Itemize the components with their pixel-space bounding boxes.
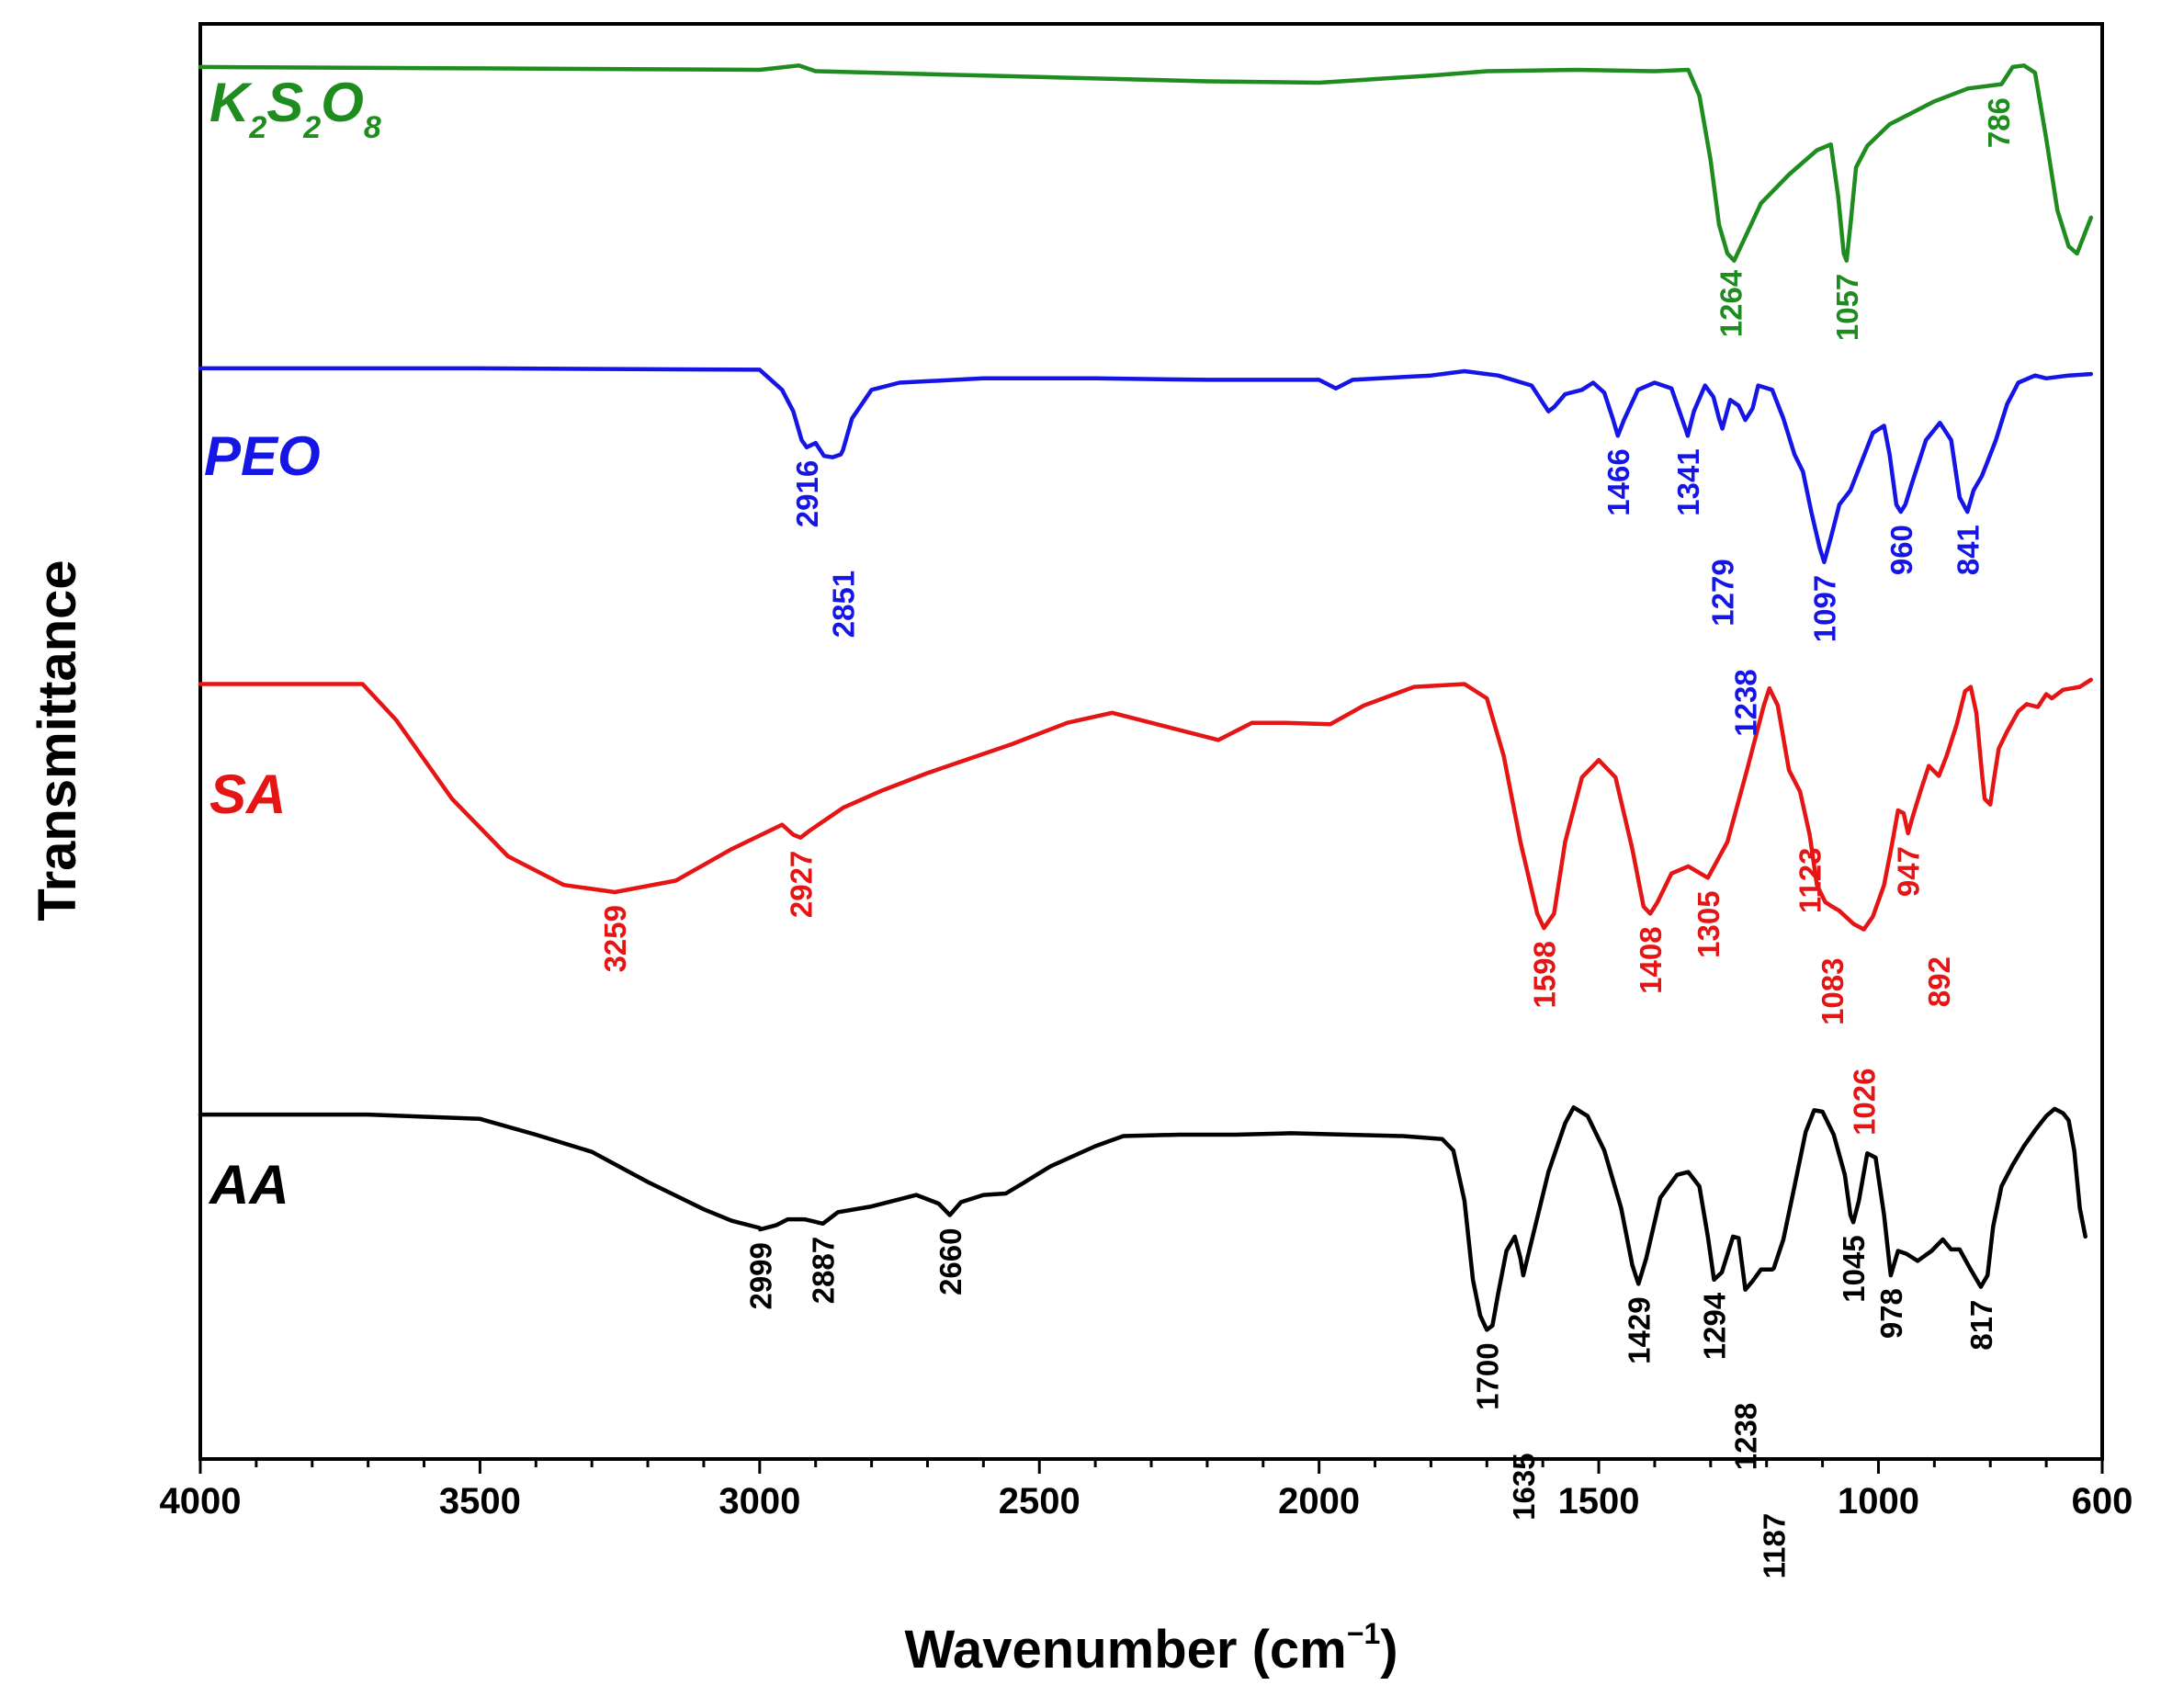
- x-tick-label: 3000: [718, 1481, 800, 1521]
- x-axis-title-close: ): [1380, 1620, 1397, 1680]
- x-tick-label: 2500: [999, 1481, 1080, 1521]
- series-layer: [198, 63, 2094, 1332]
- peak-label-aa: 1700: [1470, 1342, 1504, 1409]
- x-axis-tick-labels: 4000 3500 3000 2500 2000 1500 1000 600: [160, 1481, 2133, 1521]
- peak-label-peo: 1097: [1807, 575, 1841, 642]
- peak-label-sa: 2927: [784, 851, 818, 918]
- peak-label-aa: 1294: [1698, 1292, 1732, 1360]
- peak-label-aa: 1187: [1758, 1513, 1792, 1579]
- peak-labels: 1264 1057 786 2916 2851 1466 1341 1279 1238 1097 9…: [598, 97, 2016, 1578]
- peak-label-peo: 2916: [790, 460, 824, 527]
- series-name-k2s2o8: K2S2O8: [209, 72, 381, 145]
- peak-label-sa: 1598: [1527, 941, 1561, 1008]
- peak-label-peo: 1238: [1729, 669, 1763, 736]
- peak-label-peo: 1279: [1706, 559, 1740, 626]
- peak-label-aa: 2999: [743, 1242, 777, 1309]
- series-name-part: O: [321, 72, 364, 133]
- peak-label-peo: 1466: [1601, 448, 1635, 515]
- peak-label-peo: 960: [1884, 525, 1918, 575]
- peak-label-aa: 817: [1964, 1300, 1998, 1351]
- peak-label-aa: 1238: [1729, 1403, 1763, 1470]
- series-name-part: 2: [248, 110, 266, 145]
- series-name-part: 2: [302, 110, 321, 145]
- peak-label-peo: 2851: [827, 571, 861, 638]
- peak-label-sa: 1123: [1793, 848, 1827, 914]
- series-line-peo: [198, 366, 2094, 565]
- peak-label-aa: 1429: [1622, 1296, 1656, 1363]
- series-name-part: 8: [364, 110, 381, 145]
- peak-label-k2s2o8: 786: [1982, 97, 2016, 148]
- x-tick-label: 4000: [160, 1481, 242, 1521]
- series-line-k2s2o8: [198, 63, 2094, 263]
- x-tick-label: 1000: [1838, 1481, 1919, 1521]
- peak-label-aa: 2660: [933, 1228, 967, 1295]
- series-name-peo: PEO: [204, 425, 321, 487]
- x-tick-label: 600: [2072, 1481, 2133, 1521]
- peak-label-aa: 1635: [1507, 1453, 1541, 1520]
- peak-label-sa: 947: [1892, 846, 1926, 897]
- peak-label-peo: 1341: [1671, 448, 1705, 515]
- peak-label-peo: 841: [1951, 525, 1985, 575]
- peak-label-aa: 978: [1874, 1288, 1908, 1339]
- series-name-part: S: [266, 72, 303, 133]
- y-axis-title: Transmittance: [28, 560, 87, 921]
- series-name-part: SA: [209, 764, 286, 825]
- series-name-aa: AA: [208, 1154, 289, 1216]
- peak-label-sa: 1026: [1848, 1069, 1882, 1136]
- x-tick-label: 1500: [1558, 1481, 1640, 1521]
- x-axis-ticks: [198, 1459, 2104, 1474]
- peak-label-sa: 3259: [598, 905, 632, 972]
- x-tick-label: 3500: [439, 1481, 521, 1521]
- peak-label-sa: 1305: [1691, 890, 1725, 957]
- peak-label-k2s2o8: 1057: [1830, 274, 1864, 341]
- peak-label-sa: 1083: [1816, 958, 1850, 1025]
- plot-frame: [198, 22, 2104, 1461]
- peak-label-aa: 1045: [1837, 1235, 1871, 1302]
- x-axis-title: Wavenumber (cm−1): [904, 1617, 1397, 1680]
- series-name-part: K: [209, 72, 253, 133]
- peak-label-sa: 892: [1922, 956, 1956, 1007]
- series-line-sa: [198, 677, 2094, 932]
- series-name-sa: SA: [209, 764, 286, 825]
- x-axis-title-main: Wavenumber (cm: [904, 1620, 1346, 1680]
- peak-label-aa: 2887: [807, 1237, 841, 1304]
- series-line-aa: [198, 1105, 2087, 1332]
- peak-label-k2s2o8: 1264: [1714, 269, 1748, 337]
- series-name-part: AA: [208, 1154, 289, 1216]
- peak-label-sa: 1408: [1634, 926, 1668, 993]
- series-name-part: PEO: [204, 425, 321, 487]
- x-axis-title-exponent: −1: [1347, 1617, 1380, 1650]
- x-tick-label: 2000: [1278, 1481, 1360, 1521]
